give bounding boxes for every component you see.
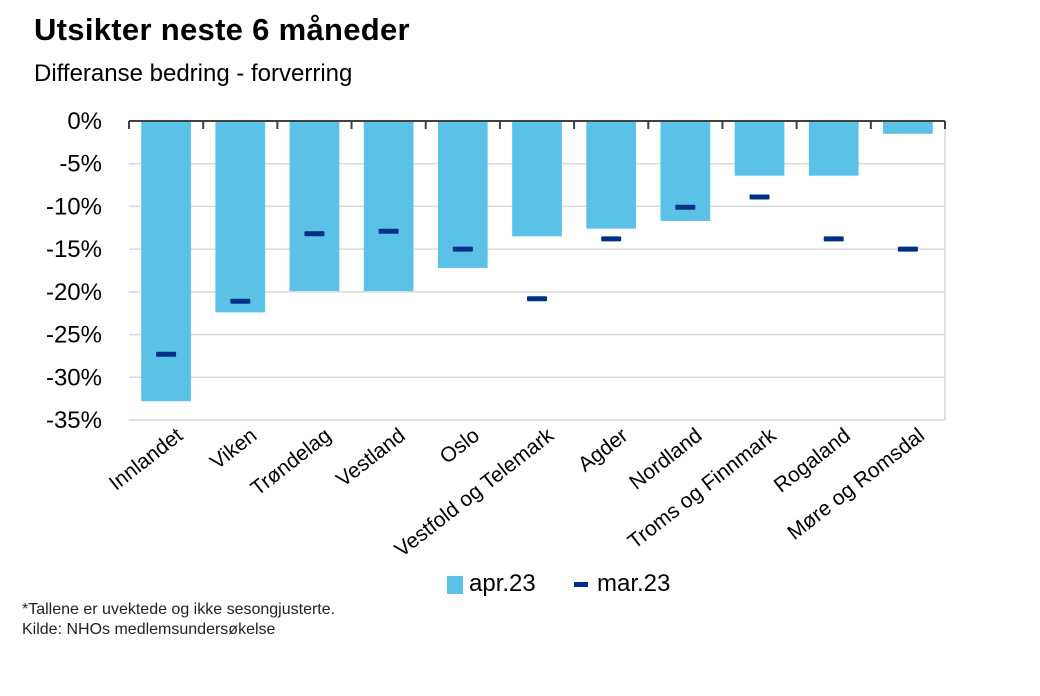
- bar-apr23: [660, 121, 711, 221]
- marker-mar23: [897, 246, 918, 252]
- x-category-label: Trøndelag: [247, 424, 336, 501]
- x-category-label: Innlandet: [105, 424, 187, 495]
- x-category-label: Viken: [206, 424, 261, 474]
- marker-mar23: [156, 351, 177, 357]
- y-tick-label: -30%: [46, 364, 102, 391]
- marker-mar23: [452, 246, 473, 252]
- marker-mar23: [749, 194, 770, 200]
- footnote: *Tallene er uvektede og ikke sesongjuste…: [22, 600, 335, 640]
- bar-apr23: [363, 121, 414, 292]
- chart-title: Utsikter neste 6 måneder: [34, 12, 410, 47]
- y-tick-label: -20%: [46, 279, 102, 306]
- bar-apr23: [512, 121, 562, 237]
- y-tick-label: -25%: [46, 322, 102, 349]
- marker-mar23: [304, 231, 325, 237]
- bar-apr23: [734, 121, 785, 176]
- marker-mar23: [230, 298, 251, 304]
- x-category-label: Møre og Romsdal: [783, 424, 929, 545]
- legend-swatch-apr23: [447, 576, 463, 594]
- legend: apr.23 mar.23: [0, 570, 1040, 604]
- chart-subtitle: Differanse bedring - forverring: [34, 60, 353, 87]
- x-category-label: Vestland: [332, 424, 410, 492]
- y-tick-label: -35%: [46, 407, 102, 434]
- bar-apr23: [883, 121, 933, 134]
- bar-apr23: [437, 121, 488, 268]
- x-category-label: Oslo: [436, 424, 484, 469]
- marker-mar23: [378, 228, 399, 234]
- bar-apr23: [289, 121, 340, 292]
- legend-label-mar23: mar.23: [597, 570, 671, 597]
- y-tick-label: 0%: [67, 108, 102, 135]
- y-tick-label: -10%: [46, 193, 102, 220]
- legend-label-apr23: apr.23: [469, 570, 536, 597]
- marker-mar23: [601, 236, 622, 242]
- x-category-label: Agder: [574, 424, 632, 477]
- bar-apr23: [586, 121, 637, 229]
- bar-apr23: [215, 121, 266, 313]
- legend-marker-mar23: [574, 582, 588, 587]
- footnote-text: *Tallene er uvektede og ikke sesongjuste…: [22, 601, 336, 618]
- y-tick-label: -5%: [59, 151, 102, 178]
- marker-mar23: [675, 204, 696, 210]
- y-tick-label: -15%: [46, 236, 102, 263]
- source-text: Kilde: NHOs medlemsundersøkelse: [22, 621, 276, 638]
- marker-mar23: [527, 296, 547, 302]
- bar-apr23: [141, 121, 191, 402]
- marker-mar23: [823, 236, 844, 242]
- bar-apr23: [808, 121, 859, 176]
